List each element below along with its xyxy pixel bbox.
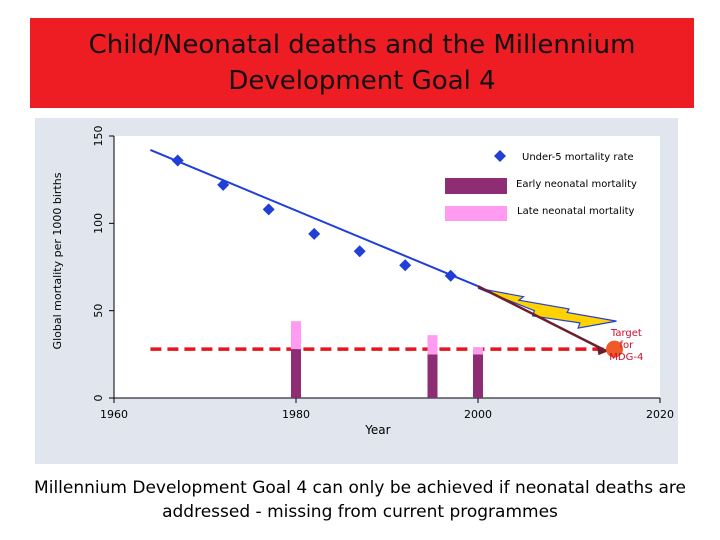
legend-under5-marker [494, 150, 506, 162]
x-tick-label: 1980 [282, 408, 310, 421]
chart-panel: 0 50 100 150 1960 1980 2000 2020 Year Global mort… [35, 118, 678, 464]
plot-area [114, 136, 660, 398]
under5-data-point [308, 227, 321, 240]
chart-title-line-1: Child/Neonatal deaths and the Millennium [88, 30, 636, 60]
under5-data-point [399, 259, 412, 272]
x-tick-label: 2020 [646, 408, 674, 421]
legend-under5-label: Under-5 mortality rate [522, 152, 634, 163]
trend-to-target-arrow [477, 285, 608, 353]
under5-trend-line [150, 149, 479, 288]
y-axis-title: Global mortality per 1000 births [51, 172, 64, 349]
x-axis-title: Year [364, 423, 390, 437]
y-tick-label: 0 [92, 395, 105, 402]
under5-data-point [444, 269, 457, 282]
legend-early-label: Early neonatal mortality [516, 179, 637, 190]
late-neonatal-bar [427, 335, 438, 355]
title-banner: Child/Neonatal deaths and the Millennium… [30, 18, 694, 108]
arrow-head [596, 345, 609, 356]
footer-caption-line-1: Millennium Development Goal 4 can only b… [34, 478, 686, 498]
x-tick-label: 2000 [464, 408, 492, 421]
under5-data-point [217, 178, 230, 191]
target-label: MDG-4 [609, 352, 643, 363]
late-neonatal-bar [291, 321, 301, 350]
early-neonatal-bar [427, 354, 438, 398]
chart-title-line-2: Development Goal 4 [228, 66, 496, 96]
y-tick-label: 50 [92, 304, 105, 318]
legend-early-swatch [445, 178, 507, 194]
early-neonatal-bar [473, 354, 483, 398]
footer-caption-line-2: addressed - missing from current program… [162, 502, 558, 522]
target-label: Target [610, 328, 642, 339]
mortality-chart: 0 50 100 150 1960 1980 2000 2020 Year Global mort… [51, 126, 674, 438]
footer-caption: Millennium Development Goal 4 can only b… [0, 476, 720, 524]
legend-late-label: Late neonatal mortality [517, 206, 635, 217]
x-tick-label: 1960 [100, 408, 128, 421]
y-tick-label: 150 [92, 126, 105, 147]
under5-data-point [171, 154, 184, 167]
early-neonatal-bar [291, 349, 301, 398]
target-marker [606, 340, 623, 358]
y-tick-label: 100 [92, 213, 105, 234]
under5-data-point [262, 203, 275, 216]
late-neonatal-bar [473, 347, 483, 355]
legend-late-swatch [445, 206, 507, 221]
under5-data-point [353, 245, 366, 258]
target-label: for [619, 340, 634, 351]
